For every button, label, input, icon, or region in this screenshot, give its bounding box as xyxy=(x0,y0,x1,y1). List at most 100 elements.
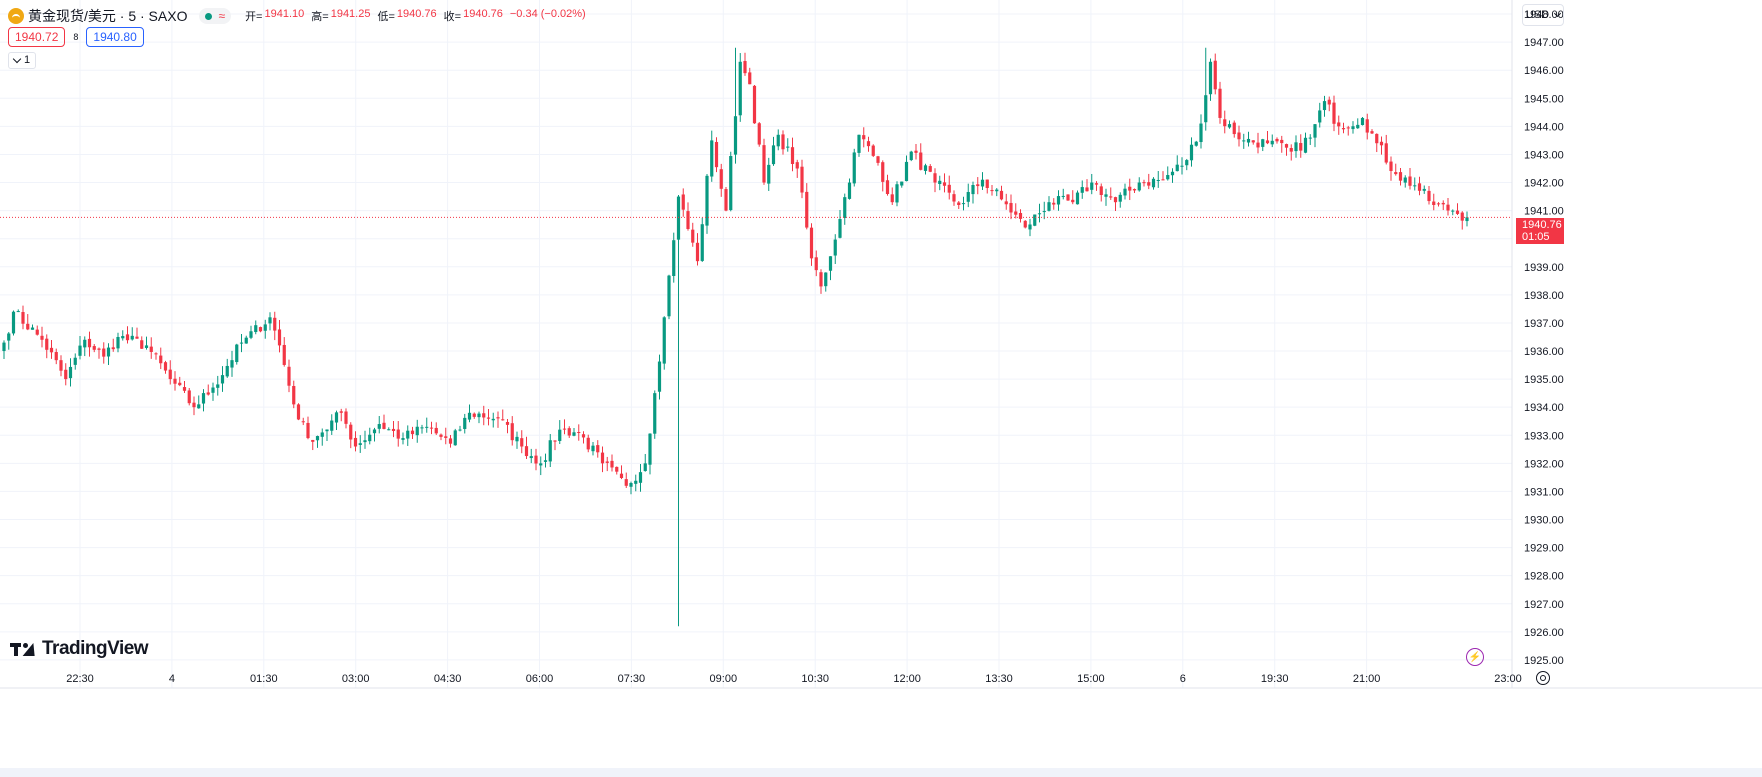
candle xyxy=(999,185,1004,201)
candle xyxy=(477,411,481,424)
candle xyxy=(235,343,239,365)
candle xyxy=(425,417,429,433)
candle xyxy=(406,425,410,446)
candle xyxy=(1075,190,1080,205)
candle xyxy=(776,129,780,151)
candle xyxy=(819,269,823,294)
candle xyxy=(1232,120,1236,138)
low-value: 1940.76 xyxy=(396,8,437,20)
candle xyxy=(524,436,529,460)
close-value: 1940.76 xyxy=(463,8,503,20)
candle xyxy=(64,363,68,386)
y-tick-label: 1945.00 xyxy=(1524,93,1564,105)
sell-price-button[interactable]: 1940.72 xyxy=(8,27,66,47)
candle xyxy=(757,122,761,147)
candle xyxy=(1052,198,1056,210)
candle xyxy=(795,159,799,178)
x-tick-label: 03:00 xyxy=(342,673,370,685)
candle xyxy=(809,223,814,266)
candle xyxy=(192,396,196,416)
candle xyxy=(363,430,367,449)
candle xyxy=(890,187,894,205)
candle xyxy=(249,325,253,340)
candle xyxy=(358,435,362,453)
candle xyxy=(496,411,500,428)
candle xyxy=(154,352,158,360)
candle xyxy=(586,434,590,453)
candle xyxy=(1090,173,1094,195)
candle xyxy=(947,175,951,200)
candle xyxy=(1261,138,1265,152)
candle xyxy=(130,327,134,341)
symbol-title[interactable]: 黄金现货/美元 · 5 · SAXO xyxy=(28,8,188,24)
candle xyxy=(1156,170,1160,188)
chart-grid xyxy=(0,0,1512,688)
market-status-pill[interactable]: ≈ xyxy=(199,8,232,24)
candle xyxy=(1137,177,1141,192)
buy-price-button[interactable]: 1940.80 xyxy=(86,27,144,47)
candle xyxy=(391,420,396,438)
candle xyxy=(368,427,372,445)
candle xyxy=(1023,220,1027,229)
candle xyxy=(1346,125,1350,136)
close-key: 收= xyxy=(443,11,462,23)
candle xyxy=(1094,181,1099,191)
candle xyxy=(111,338,115,352)
status-wave-icon: ≈ xyxy=(218,9,226,23)
x-tick-label: 06:00 xyxy=(526,673,554,685)
candle xyxy=(866,136,871,152)
candle xyxy=(572,428,576,437)
x-tick-label: 23:00 xyxy=(1494,673,1522,685)
candle xyxy=(961,196,966,211)
y-tick-label: 1948.00 xyxy=(1524,9,1564,21)
price-axis[interactable]: 1948.00 1947.00 1946.00 1945.00 1944.00 1943.… xyxy=(1511,0,1564,688)
candle xyxy=(1308,134,1312,145)
candle xyxy=(1128,178,1132,201)
candle xyxy=(529,448,533,464)
market-open-dot-icon xyxy=(205,12,213,20)
candle xyxy=(225,358,229,378)
indicators-collapse-button[interactable]: 1 xyxy=(8,52,37,69)
candle xyxy=(1398,168,1403,186)
candle xyxy=(7,331,11,350)
y-tick-label: 1947.00 xyxy=(1524,37,1564,49)
candle xyxy=(1256,132,1260,154)
candle xyxy=(1403,175,1407,188)
gear-icon[interactable] xyxy=(1536,671,1550,685)
candle xyxy=(1042,201,1046,220)
candle xyxy=(1199,114,1203,149)
y-tick-label: 1935.00 xyxy=(1524,374,1564,386)
time-axis[interactable]: 22:30 4 01:30 03:00 04:30 06:00 07:30 09:00 10:3… xyxy=(0,673,1762,777)
currency-selector[interactable]: USD xyxy=(1522,4,1564,26)
candle xyxy=(206,384,210,396)
candle xyxy=(1170,168,1175,183)
candle xyxy=(1037,203,1042,223)
candle xyxy=(30,324,35,330)
candle xyxy=(501,409,505,421)
candle xyxy=(852,148,856,187)
candle xyxy=(1204,47,1208,131)
candle xyxy=(553,440,557,451)
candle xyxy=(372,427,377,442)
candle xyxy=(439,433,443,441)
lightning-icon[interactable]: ⚡ xyxy=(1466,648,1484,666)
x-tick-label: 01:30 xyxy=(250,673,278,685)
candle xyxy=(1223,110,1227,134)
candle xyxy=(662,316,666,370)
candle xyxy=(1109,187,1113,200)
tradingview-logo[interactable]: TradingView xyxy=(10,638,149,660)
candle xyxy=(615,466,619,475)
candle xyxy=(1175,155,1179,172)
candles xyxy=(2,47,1469,627)
candle xyxy=(1242,133,1246,149)
candle xyxy=(638,464,643,492)
x-tick-label: 19:30 xyxy=(1261,673,1289,685)
candle xyxy=(534,448,538,471)
candle xyxy=(1365,113,1369,140)
candle xyxy=(315,435,320,448)
y-tick-label: 1930.00 xyxy=(1524,515,1564,527)
candle xyxy=(273,311,277,341)
candle xyxy=(216,375,220,396)
low-key: 低= xyxy=(377,11,395,23)
